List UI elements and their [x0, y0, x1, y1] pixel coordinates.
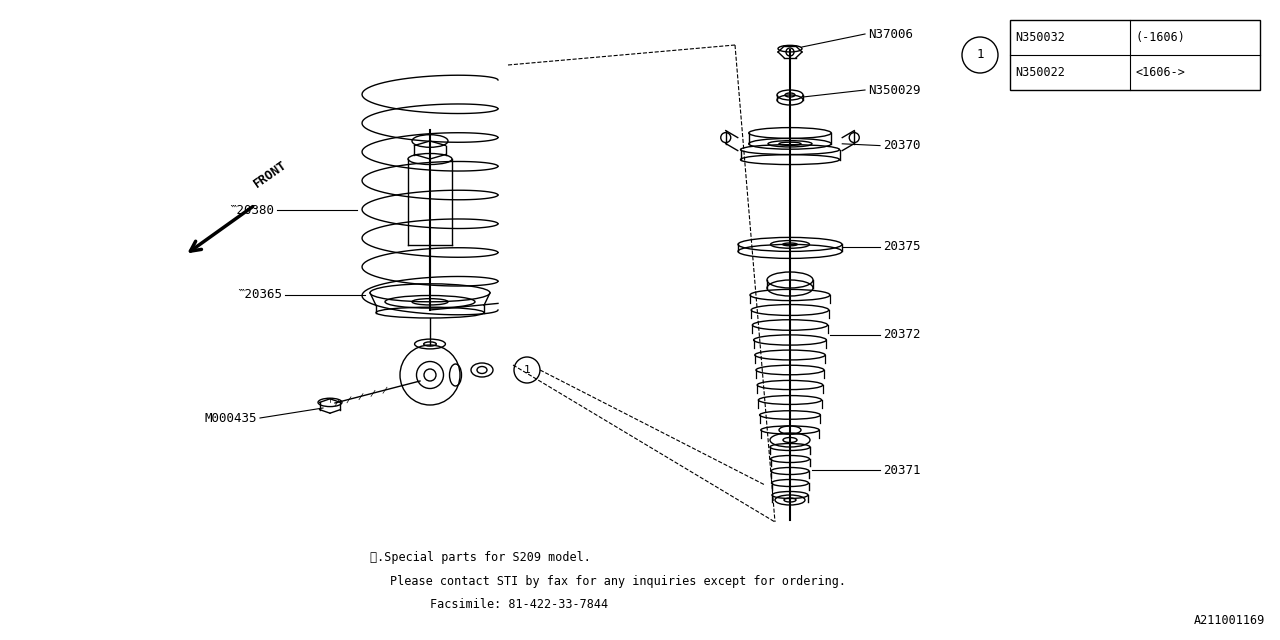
Text: A211001169: A211001169: [1194, 614, 1265, 627]
Text: N37006: N37006: [868, 28, 913, 40]
Text: ※.Special parts for S209 model.: ※.Special parts for S209 model.: [370, 552, 591, 564]
Text: 20372: 20372: [883, 328, 920, 342]
Text: <1606->: <1606->: [1135, 66, 1185, 79]
Bar: [1010, 20, 1260, 90]
Text: (-1606): (-1606): [1135, 31, 1185, 44]
Text: Facsimile: 81-422-33-7844: Facsimile: 81-422-33-7844: [430, 598, 608, 611]
Text: N350022: N350022: [1015, 66, 1065, 79]
Text: 20375: 20375: [883, 241, 920, 253]
Text: 1: 1: [524, 365, 530, 375]
Text: 1: 1: [977, 49, 984, 61]
Text: Please contact STI by fax for any inquiries except for ordering.: Please contact STI by fax for any inquir…: [390, 575, 846, 589]
Text: N350032: N350032: [1015, 31, 1065, 44]
Text: M000435: M000435: [205, 412, 257, 424]
Text: ‷20380: ‷20380: [229, 204, 274, 216]
Text: N350029: N350029: [868, 83, 920, 97]
Text: 20371: 20371: [883, 463, 920, 477]
Text: 20370: 20370: [883, 139, 920, 152]
Text: ‷20365: ‷20365: [237, 289, 282, 301]
Text: FRONT: FRONT: [251, 158, 289, 190]
